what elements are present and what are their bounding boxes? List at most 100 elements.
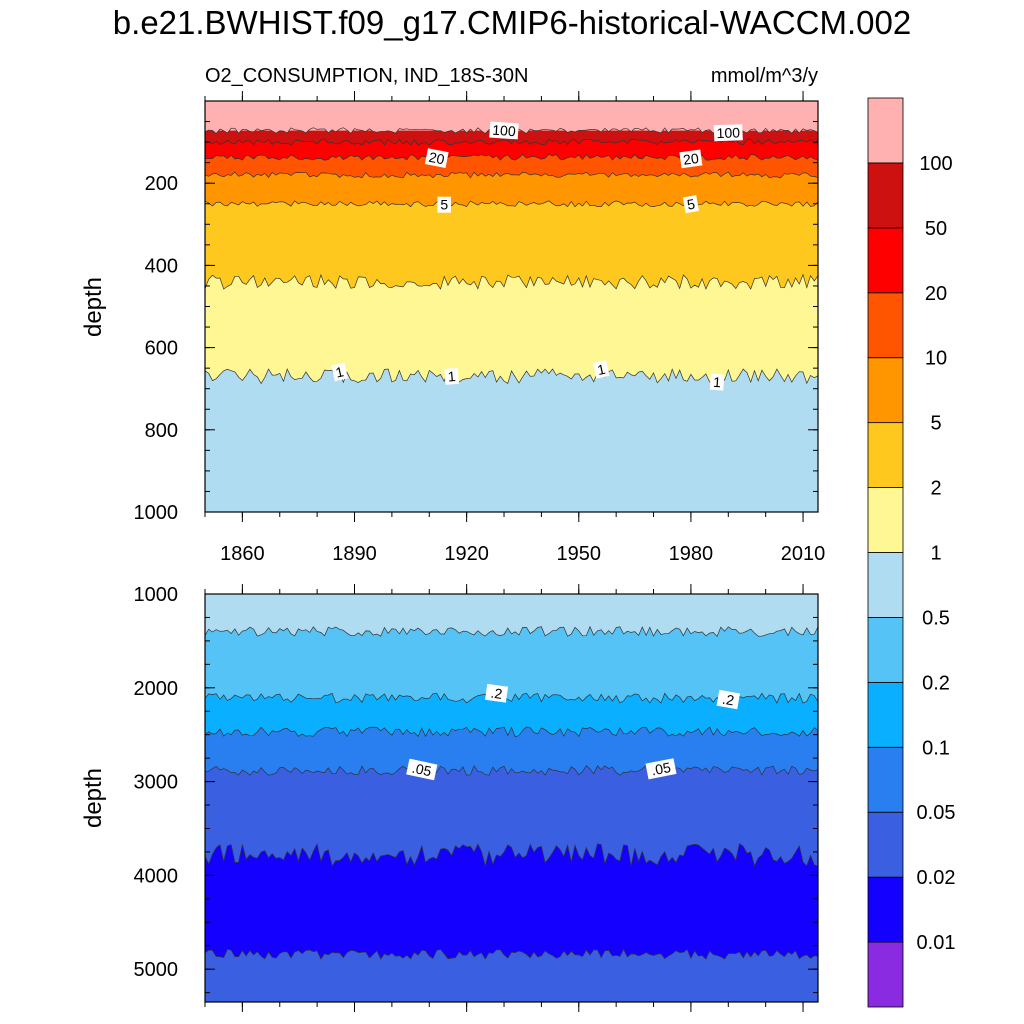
colorbar-box [867,227,904,294]
y-axis-label: depth [80,768,107,828]
y-tick-label: 3000 [134,772,179,794]
x-tick-label: 1890 [332,543,377,565]
colorbar-box [867,811,904,878]
y-tick-label: 400 [145,255,178,277]
contour-line [204,764,819,776]
contour-label: 20 [679,149,703,169]
contour-label-bg [592,360,610,379]
contour-label-text: .05 [411,760,434,780]
contour-label-text: .2 [490,684,504,701]
contour-label-text: 20 [682,150,700,168]
colorbar-label: 1 [930,543,941,565]
contour-label-bg [679,149,703,169]
contour-label-text: 100 [716,124,740,141]
contour-label: 1 [331,362,348,382]
contour-label-bg [645,758,677,780]
colorbar-box [867,162,904,229]
y-tick-label: 1000 [134,502,179,524]
contour-label-bg [331,362,348,382]
contour-label-bg [485,683,509,703]
contour-label-bg [682,195,699,214]
colorbar-label: 0.5 [922,607,950,629]
y-tick-label: 200 [145,173,178,195]
contour-label-text: 1 [334,363,345,380]
colorbar-box [867,97,904,164]
x-tick-label: 2010 [781,543,826,565]
colorbar-box [867,746,904,813]
contour-label-bg [424,148,449,168]
colorbar-label: 0.01 [917,932,956,954]
colorbar-label: 100 [919,153,952,175]
y-tick-label: 600 [145,338,178,360]
contour-label: 1 [592,360,610,379]
colorbar-box [867,487,904,553]
contour-line [204,692,819,704]
colorbar-box [867,941,904,1008]
x-tick-label: 1920 [444,543,489,565]
upper-panel: 100 100 20 20 5 5 1 1 1 1 200 400 600 800 1000 1860 1890… [80,91,825,565]
colorbar-box [867,357,904,424]
contour-label-text: 20 [428,149,447,168]
contour-label-text: 5 [686,196,697,213]
x-tick-label: 1860 [220,543,265,565]
lower-panel: .2 .2 .05 .05 1000 2000 3000 4000 5000 depth [80,584,819,1012]
plot-frame [204,593,819,1003]
contour-label: 1 [709,373,725,391]
colorbar-label: 0.05 [917,802,956,824]
contour-label: 5 [682,195,699,214]
contour-label-text: 5 [440,197,448,213]
x-tick-label: 1980 [669,543,714,565]
contour-label-bg [489,121,519,140]
colorbar-box [867,617,904,683]
contour-label-bg [444,367,460,385]
variable-label: O2_CONSUMPTION, IND_18S-30N [205,65,528,87]
contour-label: 5 [437,196,451,213]
contour-label: 20 [424,148,449,168]
contour-line [204,273,819,290]
contour-label-bg [437,196,451,213]
colorbar-box [867,292,904,359]
colorbar-label: 10 [925,348,947,370]
contour-label: .05 [406,758,438,781]
contour-label-text: 1 [713,374,722,391]
colorbar-label: 0.1 [922,737,950,759]
y-tick-label: 5000 [134,959,179,981]
y-tick-label: 2000 [134,678,179,700]
contour-line [204,171,819,179]
contour-line [204,948,819,960]
y-tick-label: 800 [145,420,178,442]
contour-label-bg [716,689,741,710]
contour-label-text: 1 [596,361,607,378]
contour-label: 100 [489,121,519,140]
contour-line [204,625,819,638]
x-tick-label: 1950 [557,543,602,565]
contour-label-bg [709,373,725,391]
contour-label: .05 [645,758,677,780]
colorbar-label: 0.2 [922,672,950,694]
colorbar-label: 2 [930,478,941,500]
colorbar-label: 0.02 [917,867,956,889]
colorbar-label: 5 [930,413,941,435]
contour-line [204,842,819,868]
contour-label-text: .05 [650,759,672,778]
y-tick-label: 4000 [134,865,179,887]
colorbar-label: 50 [925,218,947,240]
contour-label: 1 [444,367,460,385]
contour-label-bg [713,124,743,142]
figure-title: b.e21.BWHIST.f09_g17.CMIP6-historical-WA… [113,4,911,41]
y-tick-label: 1000 [134,584,179,606]
colorbar-box [867,422,904,488]
contour-label-bg [406,758,438,781]
colorbar: 0.01 0.02 0.05 0.1 0.2 0.5 1 2 5 10 20 50 100 [867,97,956,1008]
contour-line [204,153,819,161]
units-label: mmol/m^3/y [711,65,818,87]
contour-label: 100 [713,124,743,142]
contour-label: .2 [485,683,509,703]
y-axis-label: depth [80,277,107,337]
contour-label: .2 [716,689,741,710]
contour-label-text: 1 [447,368,456,385]
contour-line [204,726,819,738]
contour-label-text: .2 [721,691,735,709]
colorbar-box [867,681,904,748]
